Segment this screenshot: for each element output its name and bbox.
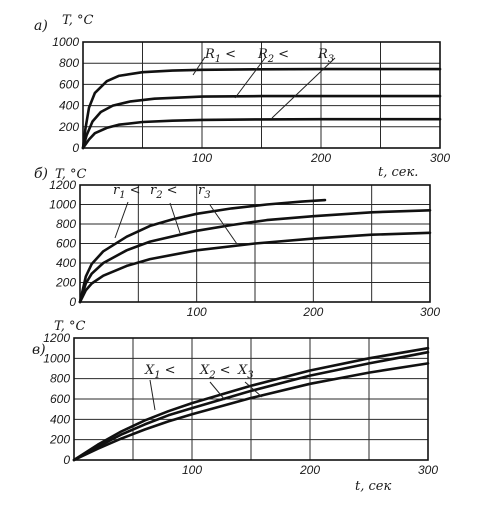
y-tick-label: 200 — [55, 276, 76, 290]
x-tick-label: 100 — [182, 463, 202, 477]
y-tick-label: 1000 — [49, 198, 76, 212]
x-tick-label: 200 — [302, 305, 323, 319]
x-axis-label: t, сек. — [378, 165, 418, 180]
plot-frame — [73, 337, 429, 461]
y-tick-label: 400 — [50, 412, 70, 426]
y-axis-label: T, °C — [62, 13, 94, 28]
annotation-label: R1 < — [204, 47, 236, 65]
series-line-1 — [72, 346, 430, 462]
annotation-leader — [244, 381, 263, 398]
y-tick-label: 1200 — [49, 178, 76, 192]
y-tick-label: 0 — [69, 295, 76, 309]
x-tick-label: 300 — [420, 305, 440, 319]
y-tick-label: 600 — [56, 237, 76, 251]
annotation-label: X2 < — [199, 363, 231, 381]
y-tick-label: 400 — [56, 256, 76, 270]
annotation-label: r1 < — [113, 183, 141, 201]
series-line-2 — [81, 94, 442, 150]
series-line-2 — [78, 209, 432, 304]
annotation-leader — [209, 381, 226, 401]
grid — [83, 42, 440, 148]
y-tick-label: 800 — [59, 56, 79, 70]
chart-panel-3: 0 200 400 600 800 1000 1200 100 200 300 в) T, °C t, … — [32, 319, 438, 494]
annotation-leader — [234, 57, 266, 99]
y-tick-label: 200 — [49, 433, 70, 447]
y-tick-label: 400 — [59, 99, 79, 113]
y-tick-label: 600 — [59, 77, 79, 91]
y-tick-label: 200 — [58, 120, 79, 134]
x-tick-label: 100 — [187, 305, 207, 319]
annotation-label: X3 — [237, 363, 254, 381]
series-line-2 — [72, 350, 430, 462]
panel-label: б) — [34, 166, 48, 182]
panel-label: а) — [34, 18, 48, 34]
annotation-leader — [209, 204, 238, 245]
plot-frame — [79, 184, 431, 303]
annotation-leader — [271, 57, 336, 119]
annotation-label: R3 — [317, 47, 334, 65]
annotation-leader — [149, 379, 156, 411]
y-axis-label: T, °C — [54, 319, 86, 334]
y-tick-label: 1000 — [52, 35, 79, 49]
y-tick-label: 1200 — [43, 331, 70, 345]
annotation-leader — [169, 202, 181, 234]
x-tick-label: 300 — [430, 151, 450, 165]
annotation-label: r2 < — [150, 183, 178, 201]
annotation-leader — [114, 201, 129, 239]
annotation-leader — [192, 56, 206, 76]
y-tick-label: 600 — [50, 392, 70, 406]
chart-panel-1: 0 200 400 600 800 1000 100 200 300 а) T, °C R1 < R2 < R… — [34, 13, 450, 165]
chart-panel-2: 0 200 400 600 800 1000 1200 100 200 300 б) T, °C t, … — [34, 165, 440, 319]
y-axis-label: T, °C — [55, 167, 87, 182]
annotation-label: r3 — [198, 183, 211, 201]
y-tick-label: 800 — [50, 372, 70, 386]
x-axis-label: t, сек — [355, 479, 391, 494]
x-tick-label: 300 — [418, 463, 438, 477]
x-tick-label: 200 — [299, 463, 320, 477]
series-line-3 — [72, 362, 430, 462]
series-line-1 — [81, 67, 442, 150]
y-tick-label: 800 — [56, 217, 76, 231]
y-tick-label: 1000 — [43, 351, 70, 365]
series-line-3 — [78, 231, 432, 304]
series-line-1 — [78, 198, 327, 304]
series-line-3 — [81, 117, 442, 150]
y-tick-label: 0 — [63, 453, 70, 467]
x-tick-label: 200 — [310, 151, 331, 165]
annotation-label: X1 < — [144, 363, 176, 381]
panel-label: в) — [32, 342, 46, 358]
x-tick-label: 100 — [192, 151, 212, 165]
y-tick-label: 0 — [72, 141, 79, 155]
annotation-label: R2 < — [257, 47, 289, 65]
